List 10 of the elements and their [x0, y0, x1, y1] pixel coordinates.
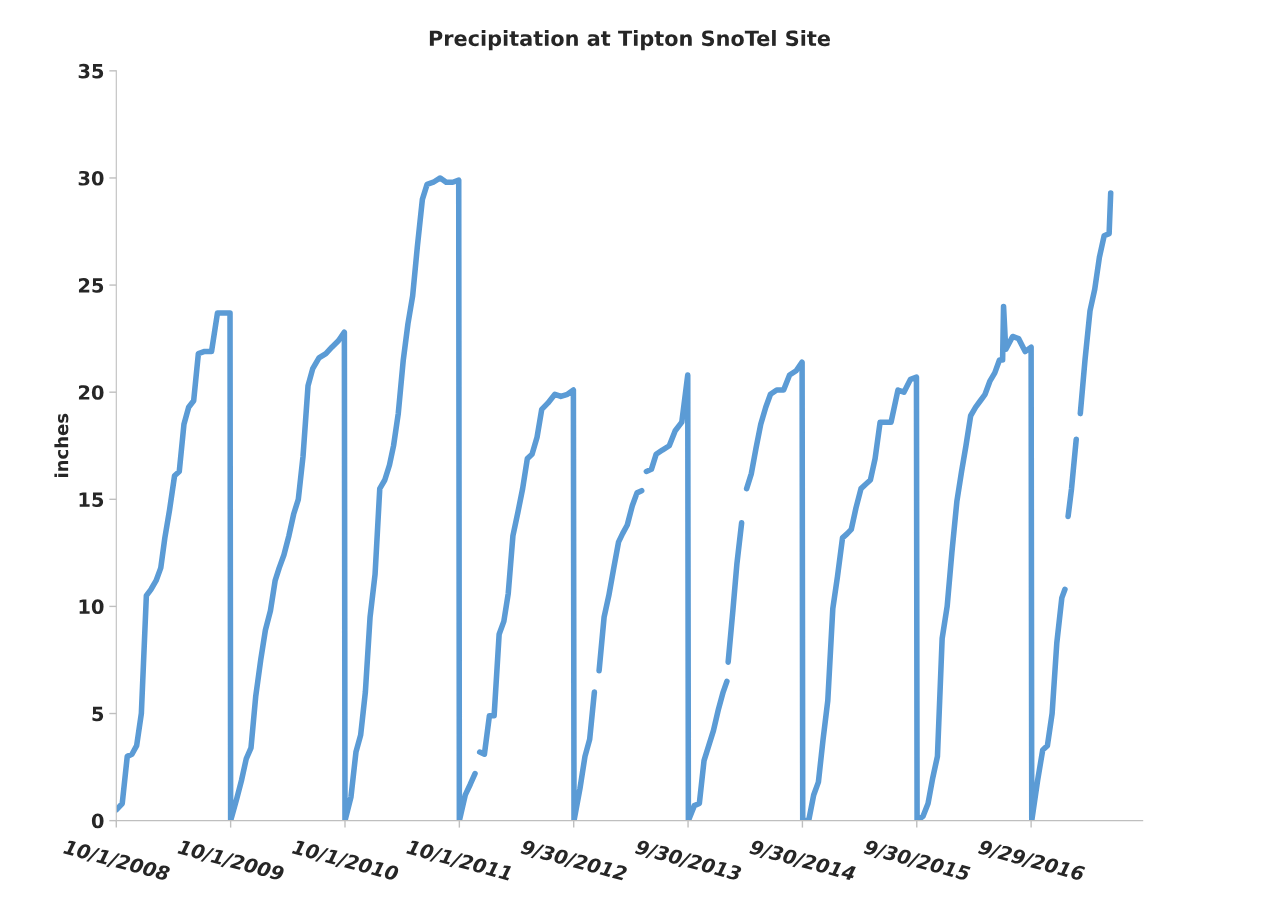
- y-axis-title: inches: [54, 413, 69, 478]
- y-tick-label: 25: [78, 278, 104, 293]
- y-tick-label: 5: [92, 706, 104, 722]
- y-tick-label: 35: [78, 63, 104, 79]
- y-tick-label: 20: [78, 385, 104, 400]
- y-tick-label: 10: [79, 599, 104, 615]
- y-tick-label: 0: [91, 813, 104, 829]
- y-tick-label: 15: [79, 492, 104, 507]
- chart-title: Precipitation at Tipton SnoTel Site: [429, 30, 830, 51]
- y-tick-label: 30: [78, 170, 104, 186]
